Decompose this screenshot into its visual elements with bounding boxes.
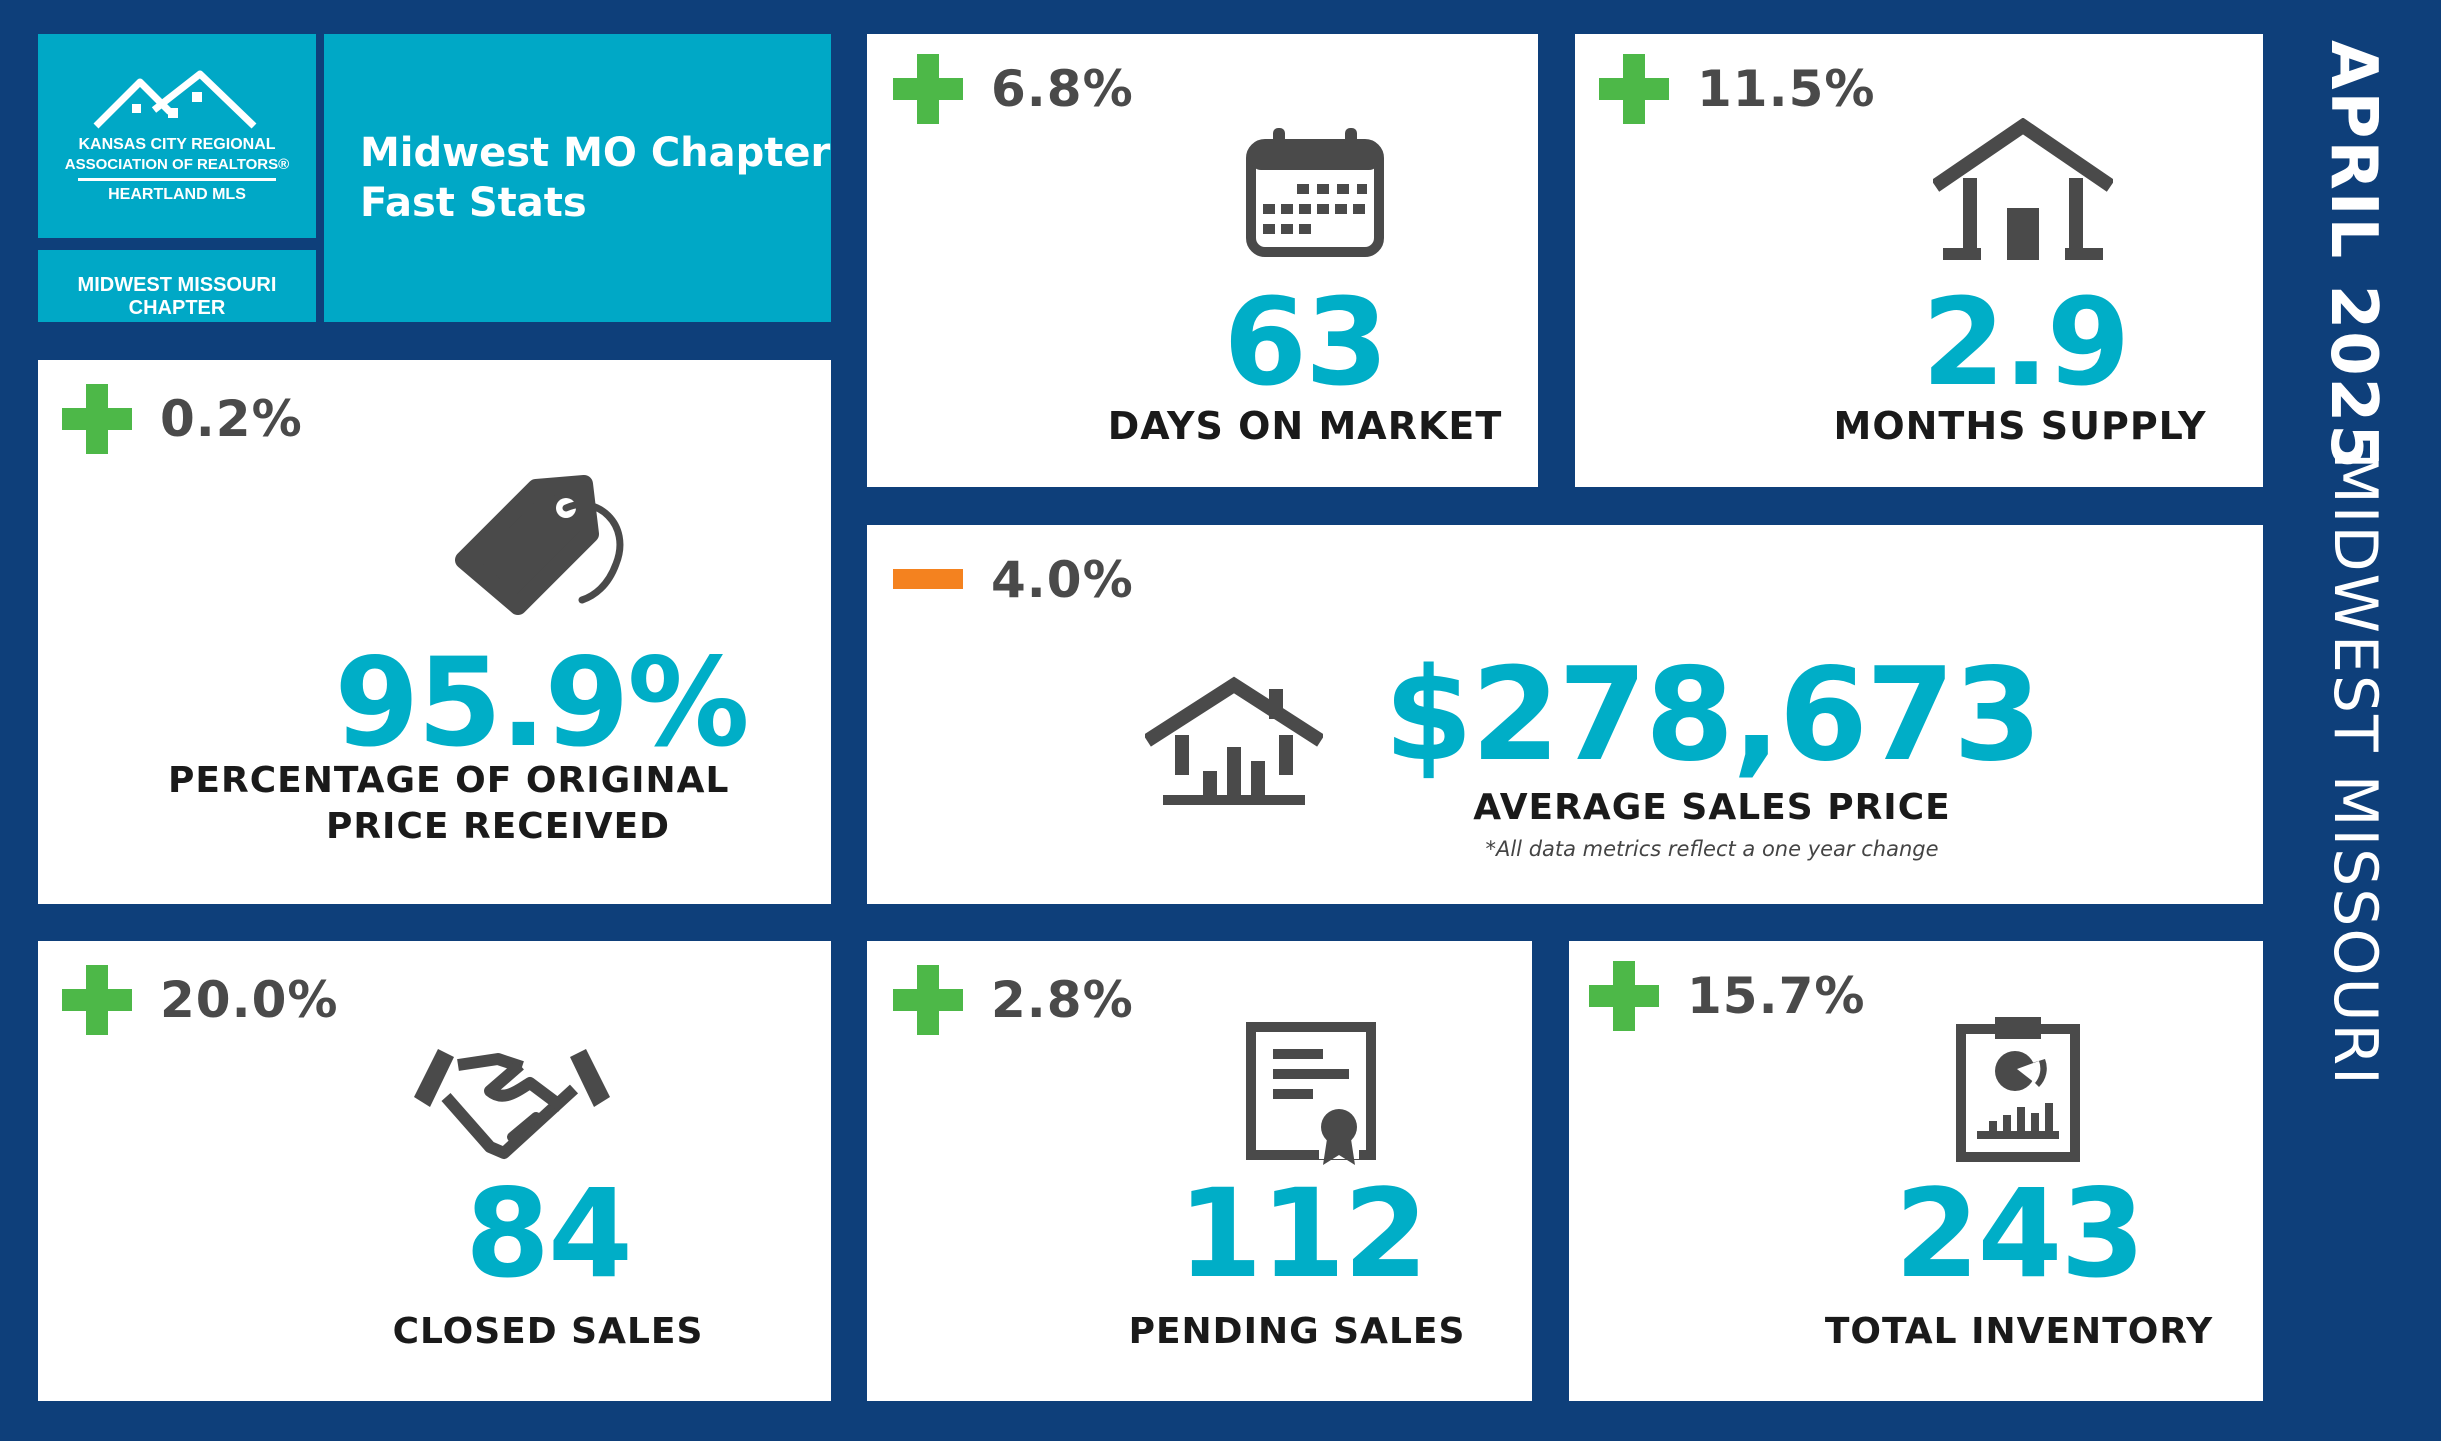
logo-divider (78, 178, 276, 181)
pct-original-price-label-line2: PRICE RECEIVED (325, 806, 671, 847)
closed-sales-label: CLOSED SALES (392, 1311, 704, 1352)
avg-sales-price-value: $278,673 (1383, 641, 2042, 790)
pending-sales-card: 2.8% 112 PENDING SALES (867, 941, 1532, 1401)
calendar-icon (1246, 128, 1384, 257)
page-title-line1: Midwest MO Chapter (360, 130, 831, 176)
pending-sales-change: 2.8% (893, 965, 1134, 1035)
house-icon (1933, 118, 2113, 260)
logo-line1: KANSAS CITY REGIONAL (78, 136, 276, 153)
chapter-label: MIDWEST MISSOURI CHAPTER (77, 274, 277, 319)
months-supply-label: MONTHS SUPPLY (1833, 404, 2207, 448)
pct-original-price-change: 0.2% (62, 384, 303, 454)
pending-sales-value: 112 (1177, 1163, 1429, 1305)
increase-icon (1589, 961, 1659, 1031)
closed-sales-value: 84 (465, 1163, 633, 1305)
increase-icon (62, 384, 132, 454)
months-supply-change: 11.5% (1599, 54, 1875, 124)
clipboard-chart-icon (1956, 1017, 2080, 1162)
pending-sales-label: PENDING SALES (1128, 1311, 1466, 1352)
certificate-icon (1246, 1022, 1376, 1165)
pct-original-price-card: 0.2% 95.9% PERCENTAGE OF ORIGINAL PRICE … (38, 360, 831, 904)
days-on-market-label: DAYS ON MARKET (1107, 404, 1503, 448)
months-supply-value: 2.9 (1921, 274, 2131, 413)
avg-sales-price-change-value: 4.0% (991, 551, 1134, 609)
months-supply-card: 11.5% 2.9 MONTHS SUPPLY (1575, 34, 2263, 487)
total-inventory-change-value: 15.7% (1687, 967, 1866, 1025)
region-name: MIDWEST MISSOURI (2320, 452, 2390, 1087)
title-panel: Midwest MO Chapter Fast Stats (324, 34, 831, 322)
days-on-market-card: 6.8% 63 DAYS ON MARKET (867, 34, 1538, 487)
closed-sales-change: 20.0% (62, 965, 338, 1035)
pct-original-price-label-line1: PERCENTAGE OF ORIGINAL (168, 760, 730, 801)
increase-icon (893, 965, 963, 1035)
months-supply-change-value: 11.5% (1697, 60, 1876, 118)
pct-original-price-value: 95.9% (334, 632, 749, 774)
avg-sales-price-card: 4.0% $278,673 AVERAGE SALES PRICE *All d… (867, 525, 2263, 904)
increase-icon (893, 54, 963, 124)
report-date: APRIL 2025 (2316, 40, 2390, 471)
closed-sales-card: 20.0% 84 CLOSED SALES (38, 941, 831, 1401)
logo-line3: HEARTLAND MLS (108, 186, 246, 203)
logo-houses-icon (93, 70, 257, 129)
price-tag-icon (455, 475, 624, 615)
pct-original-price-change-value: 0.2% (160, 390, 303, 448)
page-title-line2: Fast Stats (360, 180, 587, 226)
handshake-icon (414, 1049, 610, 1159)
logo-panel: KANSAS CITY REGIONAL ASSOCIATION OF REAL… (38, 34, 316, 238)
decrease-icon (893, 545, 963, 615)
days-on-market-change-value: 6.8% (991, 60, 1134, 118)
total-inventory-change: 15.7% (1589, 961, 1865, 1031)
days-on-market-change: 6.8% (893, 54, 1134, 124)
total-inventory-label: TOTAL INVENTORY (1824, 1311, 2214, 1352)
days-on-market-value: 63 (1223, 274, 1389, 413)
increase-icon (62, 965, 132, 1035)
increase-icon (1599, 54, 1669, 124)
total-inventory-card: 15.7% 243 TOTAL INVENTORY (1569, 941, 2263, 1401)
logo-line2: ASSOCIATION OF REALTORS® (64, 156, 290, 173)
house-chart-icon (1145, 676, 1323, 805)
avg-sales-price-change: 4.0% (893, 545, 1134, 615)
total-inventory-value: 243 (1894, 1163, 2146, 1305)
one-year-change-note: *All data metrics reflect a one year cha… (1485, 837, 1939, 861)
pending-sales-change-value: 2.8% (991, 971, 1134, 1029)
avg-sales-price-label: AVERAGE SALES PRICE (1473, 787, 1951, 828)
chapter-panel: MIDWEST MISSOURI CHAPTER (38, 250, 316, 322)
closed-sales-change-value: 20.0% (160, 971, 339, 1029)
